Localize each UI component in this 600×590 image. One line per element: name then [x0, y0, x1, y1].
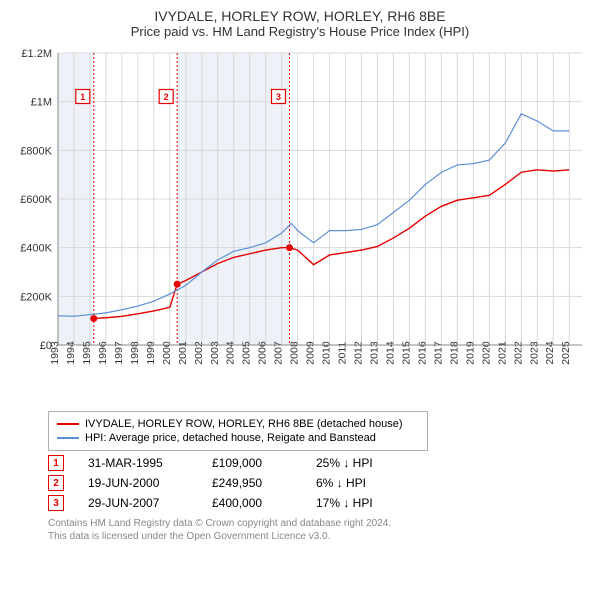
txn-price: £400,000	[212, 496, 292, 510]
table-row: 2 19-JUN-2000 £249,950 6% ↓ HPI	[48, 475, 590, 491]
legend-label: HPI: Average price, detached house, Reig…	[85, 432, 376, 444]
svg-text:£1M: £1M	[31, 97, 52, 109]
legend-swatch-ivydale	[57, 423, 79, 425]
txn-hpi: 17% ↓ HPI	[316, 496, 406, 510]
page-title: IVYDALE, HORLEY ROW, HORLEY, RH6 8BE	[10, 8, 590, 24]
chart-svg: £0£200K£400K£600K£800K£1M£1.2M1993199419…	[10, 45, 590, 405]
svg-text:3: 3	[276, 92, 281, 102]
footer-line: Contains HM Land Registry data © Crown c…	[48, 517, 590, 530]
legend-label: IVYDALE, HORLEY ROW, HORLEY, RH6 8BE (de…	[85, 418, 403, 430]
txn-date: 29-JUN-2007	[88, 496, 188, 510]
table-row: 1 31-MAR-1995 £109,000 25% ↓ HPI	[48, 455, 590, 471]
footer: Contains HM Land Registry data © Crown c…	[48, 517, 590, 543]
svg-text:1: 1	[80, 92, 85, 102]
svg-text:£200K: £200K	[20, 291, 52, 303]
txn-price: £109,000	[212, 456, 292, 470]
txn-price: £249,950	[212, 476, 292, 490]
table-row: 3 29-JUN-2007 £400,000 17% ↓ HPI	[48, 495, 590, 511]
txn-hpi: 25% ↓ HPI	[316, 456, 406, 470]
legend-row: IVYDALE, HORLEY ROW, HORLEY, RH6 8BE (de…	[57, 418, 419, 430]
svg-text:2: 2	[164, 92, 169, 102]
transactions-table: 1 31-MAR-1995 £109,000 25% ↓ HPI 2 19-JU…	[48, 455, 590, 511]
svg-text:£800K: £800K	[20, 145, 52, 157]
marker-badge: 3	[48, 495, 64, 511]
footer-line: This data is licensed under the Open Gov…	[48, 530, 590, 543]
svg-text:£1.2M: £1.2M	[21, 48, 52, 60]
legend: IVYDALE, HORLEY ROW, HORLEY, RH6 8BE (de…	[48, 411, 428, 451]
legend-swatch-hpi	[57, 437, 79, 439]
txn-hpi: 6% ↓ HPI	[316, 476, 406, 490]
marker-badge: 1	[48, 455, 64, 471]
page-subtitle: Price paid vs. HM Land Registry's House …	[10, 24, 590, 39]
svg-text:£600K: £600K	[20, 194, 52, 206]
price-chart: £0£200K£400K£600K£800K£1M£1.2M1993199419…	[10, 45, 590, 405]
txn-date: 31-MAR-1995	[88, 456, 188, 470]
svg-text:£400K: £400K	[20, 243, 52, 255]
marker-badge: 2	[48, 475, 64, 491]
legend-row: HPI: Average price, detached house, Reig…	[57, 432, 419, 444]
txn-date: 19-JUN-2000	[88, 476, 188, 490]
